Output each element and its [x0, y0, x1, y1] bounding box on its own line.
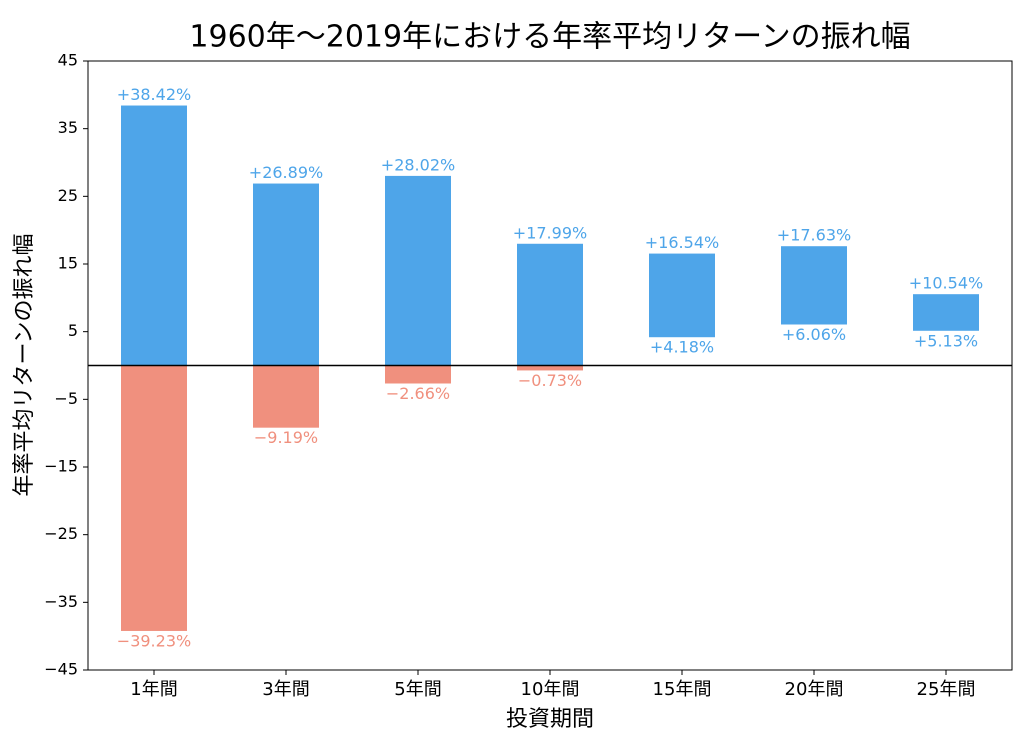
bar — [121, 365, 187, 631]
value-label: +38.42% — [117, 85, 191, 104]
x-axis-label: 投資期間 — [506, 707, 594, 732]
bar — [649, 253, 715, 338]
x-tick-label: 25年間 — [917, 679, 976, 700]
x-tick-label: 15年間 — [653, 679, 712, 700]
bar — [253, 365, 319, 428]
x-tick-label: 5年間 — [394, 679, 441, 700]
y-tick-label: 35 — [58, 118, 78, 137]
value-label: +5.13% — [914, 331, 978, 350]
y-tick-label: 15 — [58, 254, 78, 273]
bar — [781, 246, 847, 325]
bar — [517, 243, 583, 366]
value-label: +26.89% — [249, 163, 323, 182]
plot-frame — [87, 60, 1013, 671]
value-label: −9.19% — [254, 428, 318, 447]
y-tick-label: 5 — [68, 321, 78, 340]
y-tick-label: −25 — [44, 524, 78, 543]
bar — [517, 365, 583, 371]
value-label: −0.73% — [518, 371, 582, 390]
value-label: +17.99% — [513, 223, 587, 242]
x-tick-label: 3年間 — [262, 679, 309, 700]
y-axis-label: 年率平均リターンの振れ幅 — [12, 234, 37, 497]
y-tick-label: −5 — [54, 389, 78, 408]
value-label: +16.54% — [645, 233, 719, 252]
bar — [385, 175, 451, 366]
y-tick-label: −35 — [44, 592, 78, 611]
y-tick-label: −45 — [44, 660, 78, 679]
value-label: +28.02% — [381, 155, 455, 174]
y-tick-label: 45 — [58, 51, 78, 70]
chart-title: 1960年～2019年における年率平均リターンの振れ幅 — [189, 20, 910, 55]
x-tick-label: 10年間 — [521, 679, 580, 700]
x-tick-label: 1年間 — [130, 679, 177, 700]
x-tick-label: 20年間 — [785, 679, 844, 700]
y-tick-label: 25 — [58, 186, 78, 205]
value-label: −39.23% — [117, 631, 191, 650]
value-label: +17.63% — [777, 226, 851, 245]
value-label: +4.18% — [650, 338, 714, 357]
bar — [385, 365, 451, 384]
bar — [913, 294, 979, 331]
value-label: −2.66% — [386, 384, 450, 403]
value-label: +6.06% — [782, 325, 846, 344]
value-label: +10.54% — [909, 274, 983, 293]
bar — [253, 183, 319, 366]
y-tick-label: −15 — [44, 457, 78, 476]
bar — [121, 105, 187, 366]
